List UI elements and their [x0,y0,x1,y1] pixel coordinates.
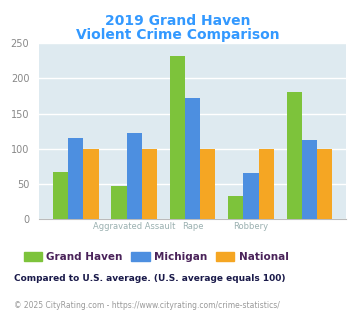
Bar [185,98,200,219]
Text: © 2025 CityRating.com - https://www.cityrating.com/crime-statistics/: © 2025 CityRating.com - https://www.city… [14,301,280,310]
Bar [142,149,157,219]
Bar [200,149,215,219]
Text: Violent Crime Comparison: Violent Crime Comparison [76,28,279,42]
Bar [302,140,317,219]
Legend: Grand Haven, Michigan, National: Grand Haven, Michigan, National [20,248,293,266]
Bar [127,133,142,219]
Bar [53,172,68,219]
Text: Compared to U.S. average. (U.S. average equals 100): Compared to U.S. average. (U.S. average … [14,274,286,283]
Bar [286,92,302,219]
Bar [111,186,127,219]
Text: 2019 Grand Haven: 2019 Grand Haven [105,15,250,28]
Bar [68,138,83,219]
Bar [244,173,258,219]
Bar [317,149,332,219]
Bar [228,196,244,219]
Bar [258,149,274,219]
Bar [170,56,185,219]
Bar [83,149,99,219]
